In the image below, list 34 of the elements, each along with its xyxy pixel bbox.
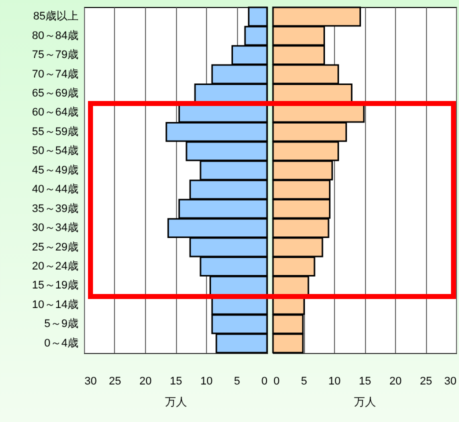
y-tick-label: 40～44歳 bbox=[32, 182, 78, 196]
x-tick-label: 20 bbox=[389, 376, 402, 388]
y-tick-label: 0～4歳 bbox=[44, 336, 78, 350]
y-tick-label: 25～29歳 bbox=[32, 240, 78, 254]
y-tick-label: 60～64歳 bbox=[32, 106, 78, 119]
y-tick-label: 15～19歳 bbox=[32, 278, 78, 292]
x-tick-label: 30 bbox=[84, 376, 97, 388]
x-tick-label: 30 bbox=[444, 376, 456, 388]
x-tick-label: 25 bbox=[420, 376, 432, 388]
y-tick-label: 20～24歳 bbox=[32, 260, 78, 272]
x-tick-label: 20 bbox=[139, 376, 152, 388]
y-tick-label: 80～84歳 bbox=[32, 28, 78, 42]
y-tick-label: 65～69歳 bbox=[32, 86, 78, 100]
y-tick-label: 75～79歳 bbox=[32, 48, 78, 62]
x-tick-label: 10 bbox=[328, 376, 341, 388]
x-tick-label: 5 bbox=[234, 376, 240, 388]
x-tick-label: 10 bbox=[200, 376, 213, 388]
y-tick-label: 85歳以上 bbox=[33, 10, 78, 23]
x-tick-label: 0 bbox=[261, 376, 268, 388]
x-tick-label: 0 bbox=[274, 376, 280, 388]
x-tick-label: 25 bbox=[108, 376, 122, 388]
x-axis-title: 万人 bbox=[354, 396, 376, 408]
x-tick-label: 5 bbox=[300, 376, 308, 388]
y-tick-label: 70～74歳 bbox=[32, 67, 78, 80]
y-tick-label: 30～34歳 bbox=[32, 221, 78, 234]
y-tick-label: 45～49歳 bbox=[32, 163, 78, 176]
x-tick-label: 15 bbox=[358, 376, 372, 388]
y-tick-label: 55～59歳 bbox=[32, 124, 78, 138]
y-tick-label: 35～39歳 bbox=[32, 202, 78, 215]
y-tick-label: 50～54歳 bbox=[32, 144, 78, 158]
x-axis-title: 万人 bbox=[165, 396, 187, 408]
y-tick-label: 5～9歳 bbox=[44, 317, 78, 330]
x-tick-label: 15 bbox=[170, 376, 182, 388]
y-tick-label: 10～14歳 bbox=[32, 298, 78, 311]
